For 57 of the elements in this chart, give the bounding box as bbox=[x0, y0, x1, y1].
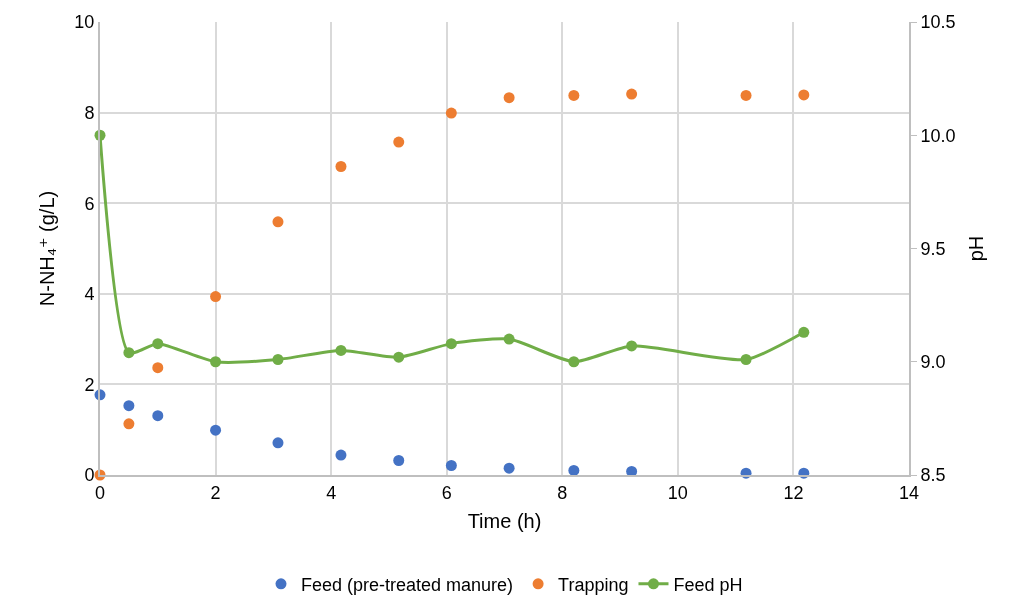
point bbox=[393, 136, 405, 148]
point bbox=[798, 326, 810, 338]
point bbox=[503, 462, 515, 474]
point bbox=[798, 89, 810, 101]
x-tick-label: 2 bbox=[210, 482, 221, 503]
point bbox=[210, 291, 222, 303]
y-tick-label: 2 bbox=[84, 374, 95, 395]
point bbox=[210, 424, 222, 436]
point bbox=[152, 338, 164, 350]
point bbox=[152, 410, 164, 422]
x-tick-label: 10 bbox=[667, 482, 688, 503]
point bbox=[123, 400, 135, 412]
y-tick-label: 8 bbox=[84, 102, 95, 123]
point bbox=[272, 216, 284, 228]
y-axis-title: N-NH₄⁺ (g/L) bbox=[36, 190, 59, 307]
point bbox=[503, 333, 515, 345]
point bbox=[740, 89, 752, 101]
point bbox=[210, 356, 222, 368]
x-tick-label: 12 bbox=[783, 482, 804, 503]
x-axis-title: Time (h) bbox=[467, 509, 542, 532]
point bbox=[568, 464, 580, 476]
y-tick-label: 10 bbox=[74, 12, 95, 33]
point bbox=[152, 362, 164, 374]
legend-label: Trapping bbox=[558, 574, 629, 595]
legend-label: Feed (pre-treated manure) bbox=[301, 574, 514, 595]
point bbox=[393, 455, 405, 466]
point bbox=[740, 353, 752, 365]
x-tick-label: 14 bbox=[898, 482, 920, 503]
y2-tick-label: 10.5 bbox=[920, 12, 956, 33]
x-tick-label: 4 bbox=[326, 482, 337, 503]
point bbox=[503, 92, 515, 104]
point bbox=[445, 459, 457, 471]
point bbox=[123, 418, 135, 430]
y-tick-label: 4 bbox=[84, 284, 95, 305]
y2-tick-label: 9.0 bbox=[920, 352, 946, 373]
point bbox=[272, 353, 284, 365]
point bbox=[626, 88, 638, 100]
point bbox=[568, 89, 580, 101]
point bbox=[335, 161, 347, 173]
x-tick-label: 8 bbox=[557, 482, 568, 503]
y-tick-label: 0 bbox=[84, 465, 95, 486]
y2-tick-label: 10.0 bbox=[920, 125, 956, 146]
x-tick-label: 6 bbox=[441, 482, 452, 503]
y2-tick-label: 8.5 bbox=[920, 465, 946, 486]
point bbox=[335, 449, 347, 461]
point bbox=[445, 338, 457, 350]
legend-label: Feed pH bbox=[673, 574, 743, 595]
point bbox=[123, 347, 135, 359]
y-tick-label: 6 bbox=[84, 193, 95, 214]
point bbox=[272, 437, 284, 449]
y2-axis-title: pH bbox=[964, 235, 987, 262]
point bbox=[335, 344, 347, 356]
point bbox=[568, 356, 580, 368]
point bbox=[393, 351, 405, 363]
y2-tick-label: 9.5 bbox=[920, 238, 946, 259]
point bbox=[626, 340, 638, 352]
point bbox=[445, 107, 457, 119]
